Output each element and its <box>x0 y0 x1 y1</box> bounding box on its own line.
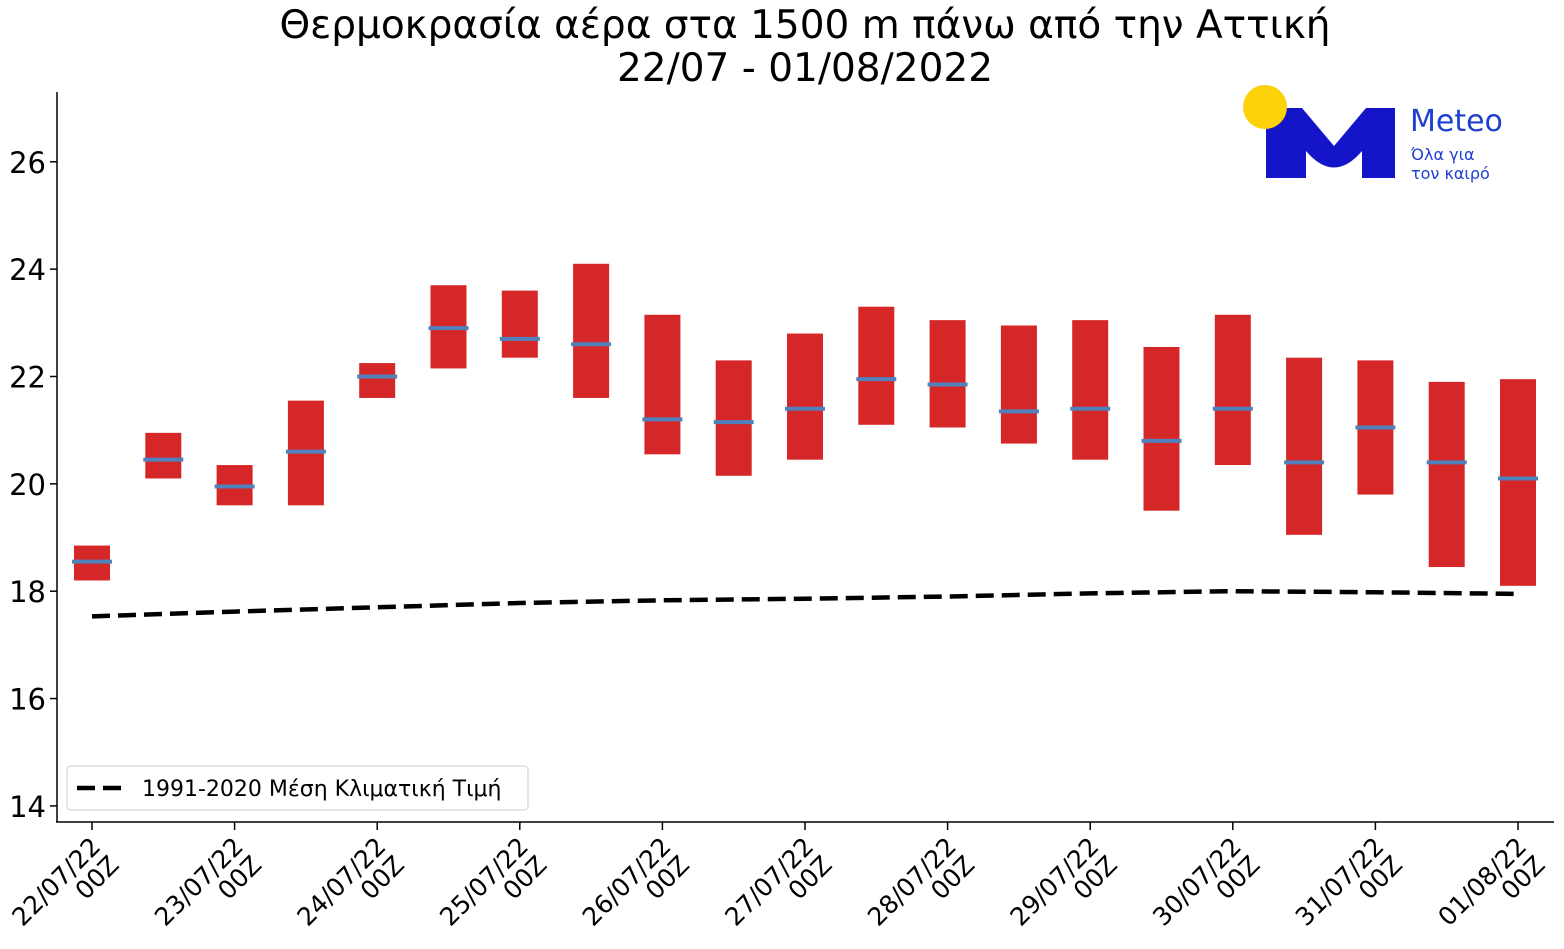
x-tick-label-6: 28/07/2200Z <box>862 832 980 949</box>
y-axis-ticks: 14 16 18 20 22 24 26 <box>9 146 57 824</box>
range-bar-4 <box>359 363 396 398</box>
range-bar-16 <box>1214 314 1251 466</box>
plot-area <box>72 263 1538 619</box>
x-tick-label-9: 31/07/2200Z <box>1290 832 1408 949</box>
x-tick-label-3: 25/07/2200Z <box>434 832 552 949</box>
range-bar-17 <box>1286 357 1323 535</box>
range-bar-20 <box>1500 379 1536 586</box>
y-tick-label-14: 14 <box>9 790 46 824</box>
x-tick-label-5: 27/07/2200Z <box>719 832 837 949</box>
range-bar-12 <box>929 320 966 428</box>
range-bar-10 <box>787 333 823 460</box>
y-tick-label-24: 24 <box>9 253 46 287</box>
legend: 1991-2020 Μέση Κλιματική Τιμή <box>66 765 529 811</box>
logo-m-shape <box>1266 108 1395 178</box>
range-bar-7 <box>573 263 610 398</box>
x-tick-label-7: 29/07/2200Z <box>1005 832 1123 949</box>
climatology-line <box>91 588 1519 619</box>
range-bar-11 <box>858 306 895 425</box>
x-axis-ticks: 22/07/2200Z 23/07/2200Z 24/07/2200Z 25/07/2… <box>6 822 1551 949</box>
meteo-logo: Meteo Όλα για τον καιρό <box>1243 85 1503 183</box>
chart-title: Θερμοκρασία αέρα στα 1500 m πάνω από την… <box>279 3 1330 48</box>
range-bar-6 <box>501 290 538 358</box>
range-bar-15 <box>1143 346 1180 511</box>
x-tick-label-8: 30/07/2200Z <box>1147 832 1265 949</box>
range-bar-1 <box>145 432 182 479</box>
logo-tagline-2: τον καιρό <box>1411 164 1490 183</box>
logo-sun-icon <box>1243 85 1287 129</box>
y-tick-label-20: 20 <box>9 468 46 502</box>
y-tick-label-18: 18 <box>9 575 46 609</box>
range-bar-8 <box>644 314 681 455</box>
y-tick-label-22: 22 <box>9 360 46 394</box>
range-bar-19 <box>1428 381 1465 568</box>
range-bar-9 <box>715 360 752 476</box>
range-bar-13 <box>1000 325 1037 444</box>
x-tick-label-1: 23/07/2200Z <box>149 832 267 949</box>
logo-tagline-1: Όλα για <box>1410 145 1475 164</box>
legend-box <box>66 765 529 811</box>
x-tick-label-4: 26/07/2200Z <box>577 832 695 949</box>
chart-subtitle: 22/07 - 01/08/2022 <box>617 46 993 91</box>
y-tick-label-26: 26 <box>9 146 46 180</box>
x-tick-label-0: 22/07/2200Z <box>6 832 124 949</box>
x-tick-label-2: 24/07/2200Z <box>292 832 410 949</box>
legend-climatology-label: 1991-2020 Μέση Κλιματική Τιμή <box>142 777 501 802</box>
x-tick-label-10: 01/08/2200Z <box>1432 832 1550 949</box>
logo-word: Meteo <box>1410 104 1503 139</box>
range-bar-14 <box>1072 320 1109 460</box>
y-tick-label-16: 16 <box>9 683 46 717</box>
